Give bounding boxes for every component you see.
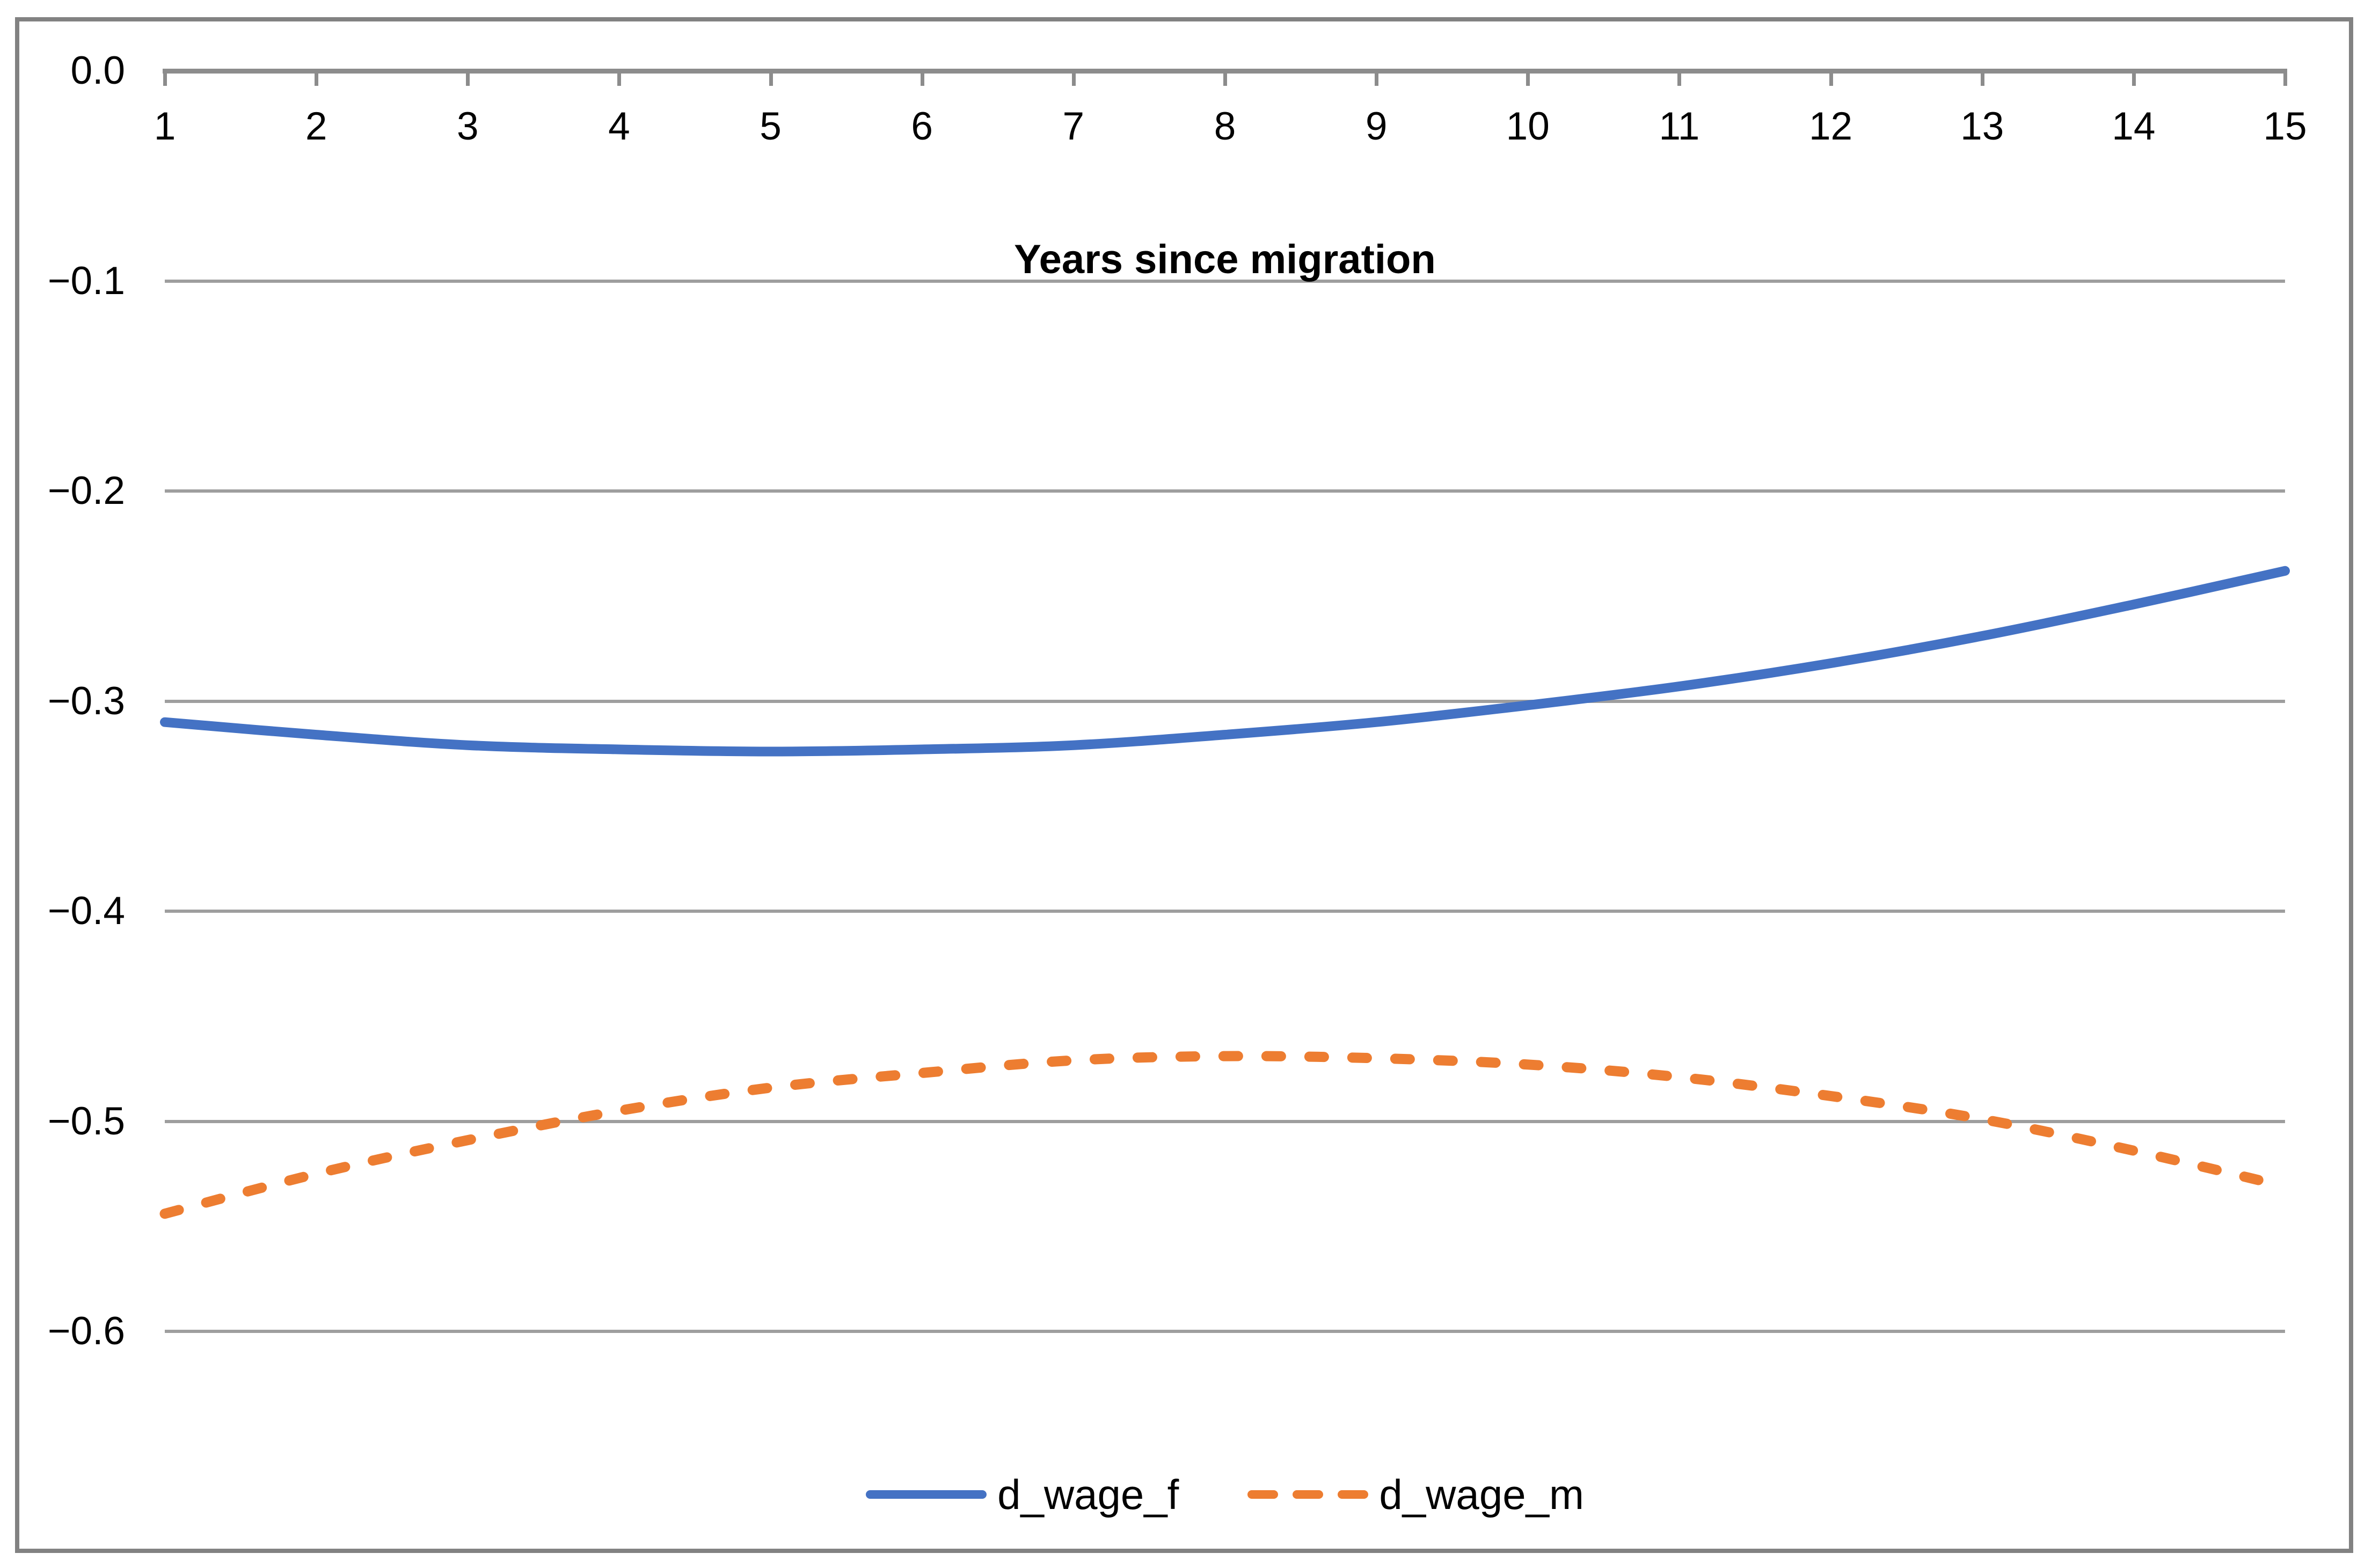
legend: d_wage_f d_wage_m	[165, 1462, 2285, 1527]
legend-item-d_wage_f: d_wage_f	[866, 1470, 1179, 1519]
x-tick-7	[1071, 71, 1076, 86]
gridline-y--0.4	[165, 910, 2285, 913]
x-tick-label-7: 7	[1062, 105, 1085, 148]
x-tick-label-4: 4	[608, 105, 630, 148]
x-tick-6	[920, 71, 924, 86]
x-tick-3	[466, 71, 470, 86]
x-tick-9	[1375, 71, 1379, 86]
x-tick-label-15: 15	[2263, 105, 2307, 148]
x-tick-11	[1677, 71, 1682, 86]
x-tick-4	[617, 71, 622, 86]
legend-label-d_wage_f: d_wage_f	[997, 1470, 1179, 1518]
y-tick-label-0: 0.0	[70, 49, 125, 92]
x-tick-15	[2283, 71, 2287, 86]
x-tick-5	[769, 71, 773, 86]
x-tick-label-13: 13	[1960, 105, 2004, 148]
x-tick-label-3: 3	[456, 105, 479, 148]
gridline-y--0.1	[165, 279, 2285, 283]
x-tick-label-5: 5	[760, 105, 782, 148]
gridline-y--0.6	[165, 1330, 2285, 1333]
x-tick-label-8: 8	[1214, 105, 1236, 148]
gridline-y--0.2	[165, 489, 2285, 493]
x-tick-label-11: 11	[1659, 105, 1700, 148]
x-tick-label-2: 2	[305, 105, 327, 148]
x-tick-label-6: 6	[911, 105, 933, 148]
legend-swatch-dashed-line	[1247, 1490, 1369, 1499]
series-line-d_wage_m	[159, 1051, 2290, 1219]
y-tick-label--0.6: −0.6	[47, 1309, 125, 1353]
y-tick-label--0.4: −0.4	[47, 889, 125, 933]
legend-dash	[1338, 1490, 1369, 1499]
y-tick-label--0.3: −0.3	[47, 679, 125, 723]
x-tick-label-14: 14	[2112, 105, 2156, 148]
x-tick-10	[1526, 71, 1530, 86]
x-tick-2	[315, 71, 319, 86]
x-tick-label-9: 9	[1365, 105, 1388, 148]
legend-dash	[1293, 1490, 1324, 1499]
series-line-d_wage_f	[160, 566, 2290, 757]
legend-label-d_wage_m: d_wage_m	[1379, 1470, 1584, 1518]
gridline-y--0.3	[165, 699, 2285, 703]
x-tick-label-12: 12	[1808, 105, 1853, 148]
chart-border	[15, 17, 2353, 1553]
x-tick-14	[2132, 71, 2136, 86]
x-axis-title: Years since migration	[1014, 237, 1436, 282]
x-tick-8	[1223, 71, 1227, 86]
x-tick-13	[1980, 71, 1984, 86]
legend-item-d_wage_m: d_wage_m	[1247, 1470, 1584, 1519]
x-tick-label-10: 10	[1506, 105, 1550, 148]
x-tick-12	[1829, 71, 1833, 86]
x-tick-1	[163, 71, 167, 86]
legend-dash	[1247, 1490, 1279, 1499]
y-tick-label--0.5: −0.5	[47, 1099, 125, 1143]
x-tick-label-1: 1	[154, 105, 176, 148]
gridline-y--0.5	[165, 1119, 2285, 1123]
y-tick-label--0.1: −0.1	[47, 259, 125, 303]
y-tick-label--0.2: −0.2	[47, 469, 125, 512]
legend-swatch-solid-line	[866, 1490, 987, 1499]
